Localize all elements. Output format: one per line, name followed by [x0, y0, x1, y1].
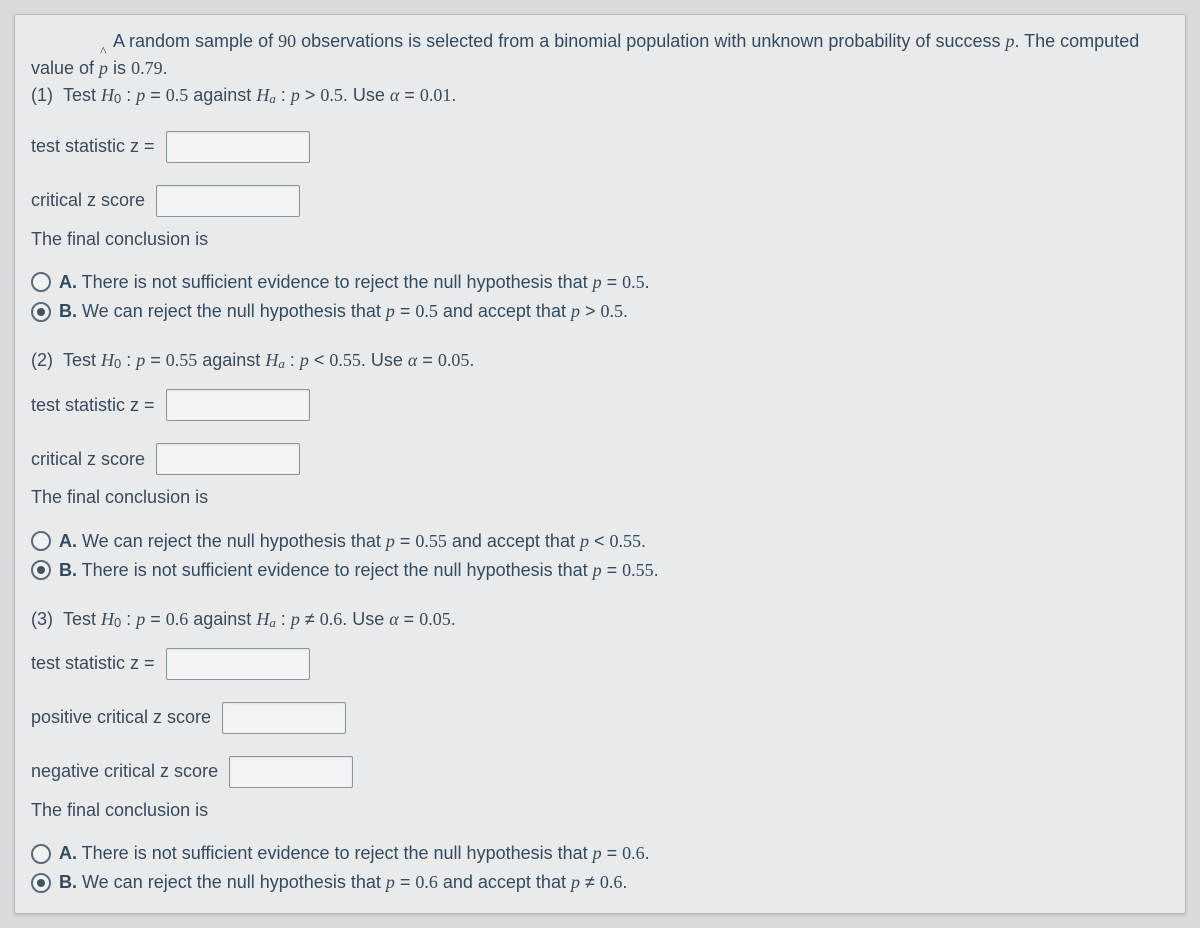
q1-crit-row: critical z score	[31, 185, 1169, 217]
q3-pos-crit-input[interactable]	[222, 702, 346, 734]
q2-test-stat-row: test statistic z =	[31, 389, 1169, 421]
q1-crit-input[interactable]	[156, 185, 300, 217]
q3-conclusion-label: The final conclusion is	[31, 798, 1169, 823]
q3-neg-crit-row: negative critical z score	[31, 756, 1169, 788]
q1-crit-label: critical z score	[31, 188, 145, 213]
q2-crit-row: critical z score	[31, 443, 1169, 475]
q1-test-stat-row: test statistic z =	[31, 131, 1169, 163]
radio-icon	[31, 873, 51, 893]
q3-pos-crit-label: positive critical z score	[31, 705, 211, 730]
q3-option-b[interactable]: B. We can reject the null hypothesis tha…	[31, 870, 1169, 895]
q1-option-a[interactable]: A. There is not sufficient evidence to r…	[31, 270, 1169, 295]
q3-test-stat-label: test statistic z =	[31, 651, 155, 676]
radio-icon	[31, 560, 51, 580]
intro-line-1: A random sample of 90 observations is se…	[113, 29, 1169, 54]
q3-test-stat-row: test statistic z =	[31, 648, 1169, 680]
question-container: A random sample of 90 observations is se…	[14, 14, 1186, 914]
radio-icon	[31, 272, 51, 292]
q2-test-stat-label: test statistic z =	[31, 393, 155, 418]
q1-prompt: (1) Test H0 : p = 0.5 against Ha : p > 0…	[31, 83, 1169, 108]
q3-neg-crit-label: negative critical z score	[31, 759, 218, 784]
q3-prompt: (3) Test H0 : p = 0.6 against Ha : p ≠ 0…	[31, 607, 1169, 632]
radio-icon	[31, 844, 51, 864]
q3-pos-crit-row: positive critical z score	[31, 702, 1169, 734]
q2-option-a[interactable]: A. We can reject the null hypothesis tha…	[31, 529, 1169, 554]
radio-icon	[31, 531, 51, 551]
q2-test-stat-input[interactable]	[166, 389, 310, 421]
intro-line-2: value of p is 0.79.	[31, 56, 1169, 81]
q3-neg-crit-input[interactable]	[229, 756, 353, 788]
q2-conclusion-label: The final conclusion is	[31, 485, 1169, 510]
q1-option-b[interactable]: B. We can reject the null hypothesis tha…	[31, 299, 1169, 324]
radio-icon	[31, 302, 51, 322]
q3-option-a[interactable]: A. There is not sufficient evidence to r…	[31, 841, 1169, 866]
q2-option-b[interactable]: B. There is not sufficient evidence to r…	[31, 558, 1169, 583]
q1-conclusion-label: The final conclusion is	[31, 227, 1169, 252]
q1-test-stat-input[interactable]	[166, 131, 310, 163]
q2-crit-input[interactable]	[156, 443, 300, 475]
q1-test-stat-label: test statistic z =	[31, 134, 155, 159]
q2-crit-label: critical z score	[31, 447, 145, 472]
q3-test-stat-input[interactable]	[166, 648, 310, 680]
q2-prompt: (2) Test H0 : p = 0.55 against Ha : p < …	[31, 348, 1169, 373]
